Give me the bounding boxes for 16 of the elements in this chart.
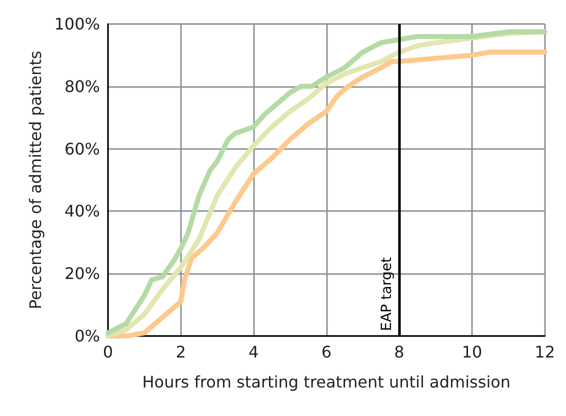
y-tick-label: 0% (74, 326, 100, 346)
x-tick-label: 12 (534, 342, 555, 362)
y-tick-label: 60% (64, 139, 100, 158)
x-tick-label: 4 (248, 342, 259, 362)
y-tick-label: 40% (64, 202, 100, 221)
ref-line-label: EAP target (379, 256, 396, 331)
x-tick-label: 2 (176, 342, 186, 362)
y-axis-title: Percentage of admitted patients (26, 50, 45, 310)
y-tick-label: 20% (64, 264, 100, 284)
y-tick-label: 100% (54, 14, 100, 34)
x-tick-label: 0 (102, 342, 114, 362)
x-tick-label: 6 (321, 342, 332, 362)
y-tick-label: 80% (64, 76, 100, 96)
x-tick-label: 10 (462, 342, 482, 362)
x-axis-title: Hours from starting treatment until admission (142, 372, 511, 392)
x-tick-label: 8 (394, 342, 404, 362)
